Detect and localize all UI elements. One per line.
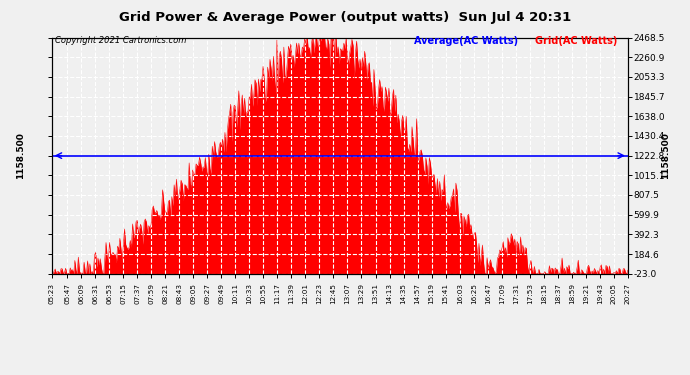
Text: Average(AC Watts): Average(AC Watts) bbox=[414, 36, 518, 46]
Text: Copyright 2021 Cartronics.com: Copyright 2021 Cartronics.com bbox=[55, 36, 186, 45]
Text: Grid(AC Watts): Grid(AC Watts) bbox=[535, 36, 617, 46]
Text: Grid Power & Average Power (output watts)  Sun Jul 4 20:31: Grid Power & Average Power (output watts… bbox=[119, 11, 571, 24]
Text: 1158.500: 1158.500 bbox=[661, 132, 670, 179]
Text: 1158.500: 1158.500 bbox=[16, 132, 25, 179]
